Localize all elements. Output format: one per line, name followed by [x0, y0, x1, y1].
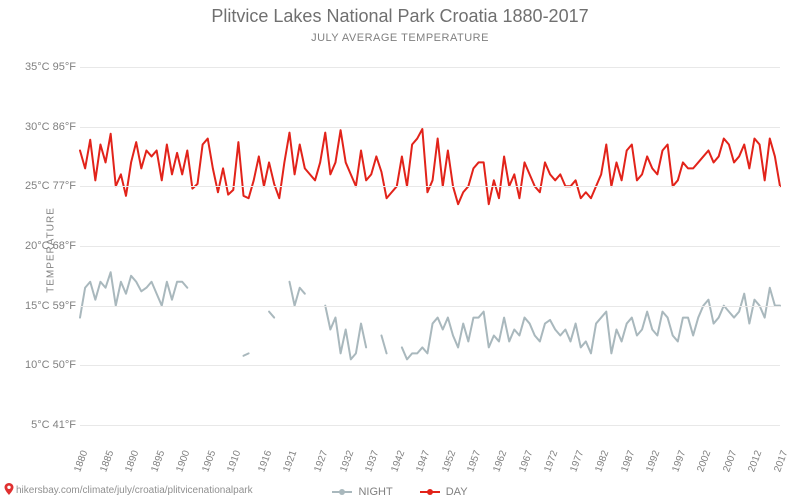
x-tick-label: 1885	[98, 449, 116, 474]
legend-swatch-night	[332, 491, 352, 493]
x-tick-label: 1967	[517, 449, 535, 474]
x-tick-label: 1992	[645, 449, 663, 474]
chart-title: Plitvice Lakes National Park Croatia 188…	[0, 6, 800, 27]
x-tick-label: 1997	[670, 449, 688, 474]
x-tick-label: 1900	[175, 449, 193, 474]
grid-line	[80, 67, 780, 68]
temperature-chart: Plitvice Lakes National Park Croatia 188…	[0, 0, 800, 500]
x-tick-label: 2017	[772, 449, 790, 474]
legend-dot-night	[339, 489, 345, 495]
grid-line	[80, 365, 780, 366]
series-line-night	[244, 353, 249, 355]
grid-line	[80, 425, 780, 426]
x-tick-label: 1890	[123, 449, 141, 474]
x-tick-label: 1905	[200, 449, 218, 474]
attribution-text: hikersbay.com/climate/july/croatia/plitv…	[16, 485, 253, 496]
x-tick-label: 1895	[149, 449, 167, 474]
x-tick-label: 1942	[389, 449, 407, 474]
series-line-day	[80, 129, 780, 204]
x-tick-label: 1947	[415, 449, 433, 474]
grid-line	[80, 246, 780, 247]
attribution: hikersbay.com/climate/july/croatia/plitv…	[4, 483, 253, 498]
chart-subtitle: JULY AVERAGE TEMPERATURE	[0, 32, 800, 44]
x-tick-label: 1982	[594, 449, 612, 474]
series-line-night	[325, 306, 366, 360]
legend-item-night: NIGHT	[332, 486, 392, 498]
grid-line	[80, 127, 780, 128]
x-tick-label: 1910	[226, 449, 244, 474]
plot-area	[80, 55, 780, 425]
x-tick-label: 1937	[364, 449, 382, 474]
y-tick-label: 15°C 59°F	[6, 300, 76, 312]
series-line-night	[402, 288, 780, 360]
series-line-night	[381, 335, 386, 353]
grid-line	[80, 306, 780, 307]
x-tick-label: 1927	[313, 449, 331, 474]
legend-dot-day	[427, 489, 433, 495]
line-series-svg	[80, 55, 780, 425]
y-tick-label: 20°C 68°F	[6, 240, 76, 252]
x-tick-label: 1962	[491, 449, 509, 474]
x-tick-label: 1987	[619, 449, 637, 474]
y-tick-label: 30°C 86°F	[6, 121, 76, 133]
x-tick-label: 2007	[721, 449, 739, 474]
x-tick-label: 2012	[747, 449, 765, 474]
y-tick-label: 25°C 77°F	[6, 180, 76, 192]
y-tick-label: 35°C 95°F	[6, 61, 76, 73]
legend-item-day: DAY	[420, 486, 468, 498]
map-pin-icon	[4, 483, 14, 498]
x-tick-label: 1880	[72, 449, 90, 474]
x-tick-label: 1952	[440, 449, 458, 474]
legend-label-day: DAY	[446, 486, 468, 498]
legend-label-night: NIGHT	[358, 486, 392, 498]
y-tick-label: 10°C 50°F	[6, 359, 76, 371]
series-line-night	[289, 282, 304, 306]
x-tick-label: 1972	[542, 449, 560, 474]
series-line-night	[269, 312, 274, 318]
grid-line	[80, 186, 780, 187]
series-line-night	[80, 272, 187, 317]
legend-swatch-day	[420, 491, 440, 493]
x-tick-label: 1932	[338, 449, 356, 474]
y-tick-label: 5°C 41°F	[6, 419, 76, 431]
x-tick-label: 1957	[466, 449, 484, 474]
x-tick-label: 1977	[568, 449, 586, 474]
x-tick-label: 2002	[696, 449, 714, 474]
x-tick-label: 1921	[282, 449, 300, 474]
x-tick-label: 1916	[256, 449, 274, 474]
